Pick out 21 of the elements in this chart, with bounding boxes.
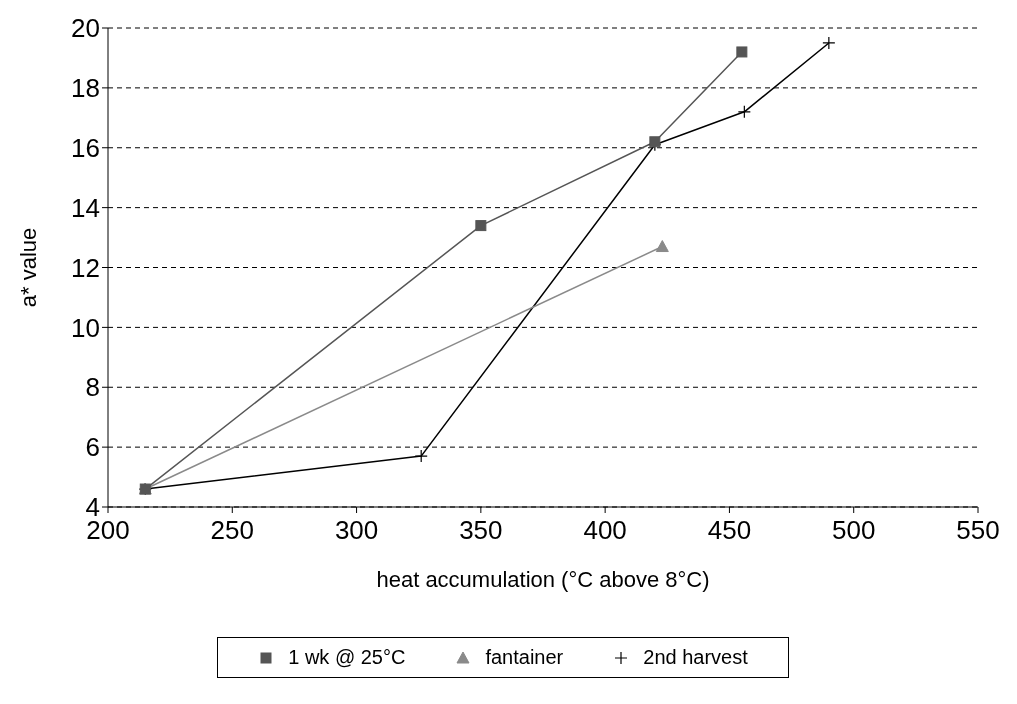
legend-label: fantainer xyxy=(484,646,564,669)
y-tick-label: 18 xyxy=(71,73,100,104)
y-tick-label: 10 xyxy=(71,312,100,343)
y-tick-label: 8 xyxy=(85,372,100,403)
x-tick-label: 200 xyxy=(86,515,130,546)
x-tick-label: 550 xyxy=(956,515,1000,546)
y-tick-label: 16 xyxy=(71,132,100,163)
y-tick-label: 12 xyxy=(71,252,100,283)
x-tick-label: 500 xyxy=(832,515,876,546)
y-tick-label: 6 xyxy=(85,432,100,463)
x-tick-label: 450 xyxy=(707,515,752,546)
legend-label: 1 wk @ 25°C xyxy=(287,646,406,669)
x-tick-label: 350 xyxy=(459,515,503,546)
x-tick-label: 250 xyxy=(210,515,254,546)
y-axis-title: a* value xyxy=(15,227,41,308)
x-axis-title: heat accumulation (°C above 8°C) xyxy=(376,567,710,592)
y-tick-label: 20 xyxy=(71,13,100,44)
x-tick-label: 300 xyxy=(334,515,379,546)
y-tick-label: 14 xyxy=(71,192,100,223)
x-tick-label: 400 xyxy=(583,515,627,546)
legend-label: 2nd harvest xyxy=(642,646,748,669)
